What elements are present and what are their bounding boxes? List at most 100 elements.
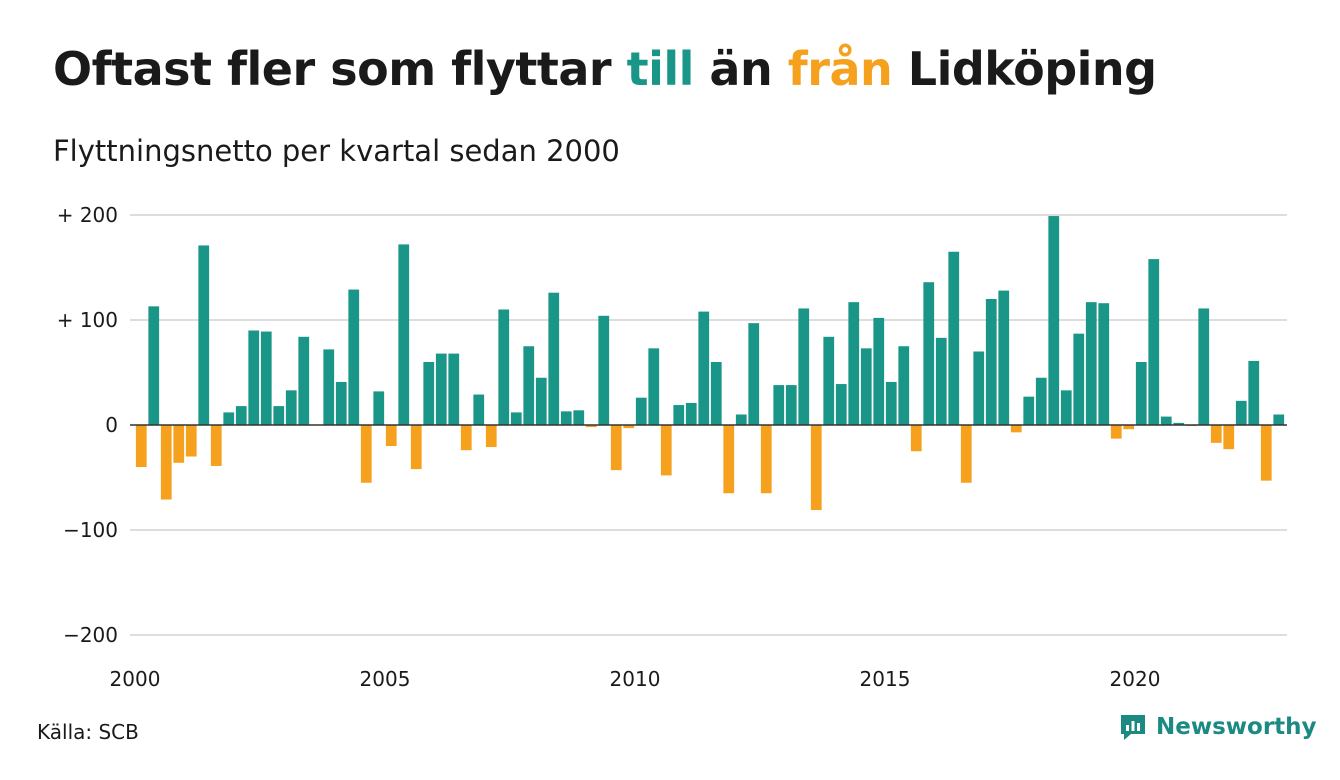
bar xyxy=(360,425,372,483)
bar xyxy=(248,330,260,425)
bar xyxy=(260,331,272,425)
bar xyxy=(1135,362,1147,425)
bar xyxy=(1235,400,1247,425)
bar xyxy=(723,425,735,494)
bar xyxy=(1148,259,1160,425)
bar xyxy=(798,308,810,425)
bar xyxy=(873,317,885,425)
bar xyxy=(835,384,847,425)
newsworthy-logo: Newsworthy xyxy=(1118,712,1317,742)
bar xyxy=(198,245,210,425)
bar xyxy=(1248,360,1260,425)
bar xyxy=(348,289,360,425)
bar xyxy=(810,425,822,511)
bar xyxy=(223,412,235,425)
bar xyxy=(273,406,285,425)
bar xyxy=(1098,303,1110,425)
bar xyxy=(135,425,147,467)
bar xyxy=(523,346,535,425)
title-highlight-fran: från xyxy=(787,42,893,96)
bar xyxy=(710,362,722,425)
bar xyxy=(148,306,160,425)
bar xyxy=(235,406,247,425)
bar xyxy=(285,390,297,425)
bar xyxy=(1198,308,1210,425)
x-tick-label: 2010 xyxy=(610,667,661,691)
bar xyxy=(935,337,947,425)
x-tick-label: 2000 xyxy=(110,667,161,691)
bar xyxy=(1060,390,1072,425)
bar xyxy=(648,348,660,425)
bar xyxy=(185,425,197,457)
bar xyxy=(210,425,222,466)
y-tick-label: + 100 xyxy=(57,308,118,332)
bar xyxy=(560,411,572,425)
bar xyxy=(1160,416,1172,425)
brand-name: Newsworthy xyxy=(1156,714,1317,740)
title-part-5: Lidköping xyxy=(892,42,1157,96)
bar xyxy=(748,323,760,425)
title-part-1: Oftast fler som flyttar xyxy=(53,42,627,96)
x-tick-label: 2020 xyxy=(1110,667,1161,691)
bar xyxy=(1035,377,1047,425)
bar xyxy=(910,425,922,452)
bar xyxy=(635,397,647,425)
bar xyxy=(848,302,860,425)
bar xyxy=(1273,414,1285,425)
bar xyxy=(610,425,622,471)
bar xyxy=(1085,302,1097,425)
x-tick-label: 2015 xyxy=(860,667,911,691)
bar xyxy=(423,362,435,425)
bar xyxy=(160,425,172,500)
bar xyxy=(373,391,385,425)
title-part-3: än xyxy=(693,42,788,96)
bar xyxy=(448,353,460,425)
bar xyxy=(1123,425,1135,430)
bar xyxy=(1260,425,1272,481)
bar xyxy=(598,315,610,425)
bar xyxy=(1023,396,1035,425)
bar xyxy=(498,309,510,425)
bar xyxy=(735,414,747,425)
bar xyxy=(335,381,347,425)
bar xyxy=(473,394,485,425)
newsworthy-icon xyxy=(1121,715,1145,740)
bar xyxy=(298,336,310,425)
y-tick-label: 0 xyxy=(105,413,118,437)
bar xyxy=(410,425,422,470)
bar xyxy=(1048,216,1060,425)
source-label: Källa: SCB xyxy=(37,720,139,744)
bar xyxy=(585,425,597,428)
bar xyxy=(623,425,635,429)
bar xyxy=(485,425,497,448)
bar xyxy=(398,244,410,425)
x-tick-label: 2005 xyxy=(360,667,411,691)
bar xyxy=(510,412,522,425)
bar xyxy=(898,346,910,425)
bar xyxy=(1173,422,1185,425)
bar xyxy=(1010,425,1022,433)
y-tick-label: −100 xyxy=(63,518,118,542)
bar xyxy=(323,349,335,425)
bar xyxy=(460,425,472,451)
bar xyxy=(1073,333,1085,425)
bar xyxy=(660,425,672,476)
bar xyxy=(673,405,685,425)
bar xyxy=(1110,425,1122,439)
bar xyxy=(760,425,772,494)
bar xyxy=(885,381,897,425)
bar xyxy=(860,348,872,425)
chart-subtitle: Flyttningsnetto per kvartal sedan 2000 xyxy=(53,134,620,168)
bar xyxy=(948,251,960,425)
bar xyxy=(960,425,972,483)
y-tick-label: + 200 xyxy=(57,203,118,227)
bar xyxy=(1223,425,1235,450)
bar xyxy=(385,425,397,446)
bar xyxy=(998,290,1010,425)
bar xyxy=(773,385,785,425)
bar xyxy=(785,385,797,425)
bar xyxy=(823,336,835,425)
y-tick-label: −200 xyxy=(63,623,118,647)
bar xyxy=(685,402,697,425)
